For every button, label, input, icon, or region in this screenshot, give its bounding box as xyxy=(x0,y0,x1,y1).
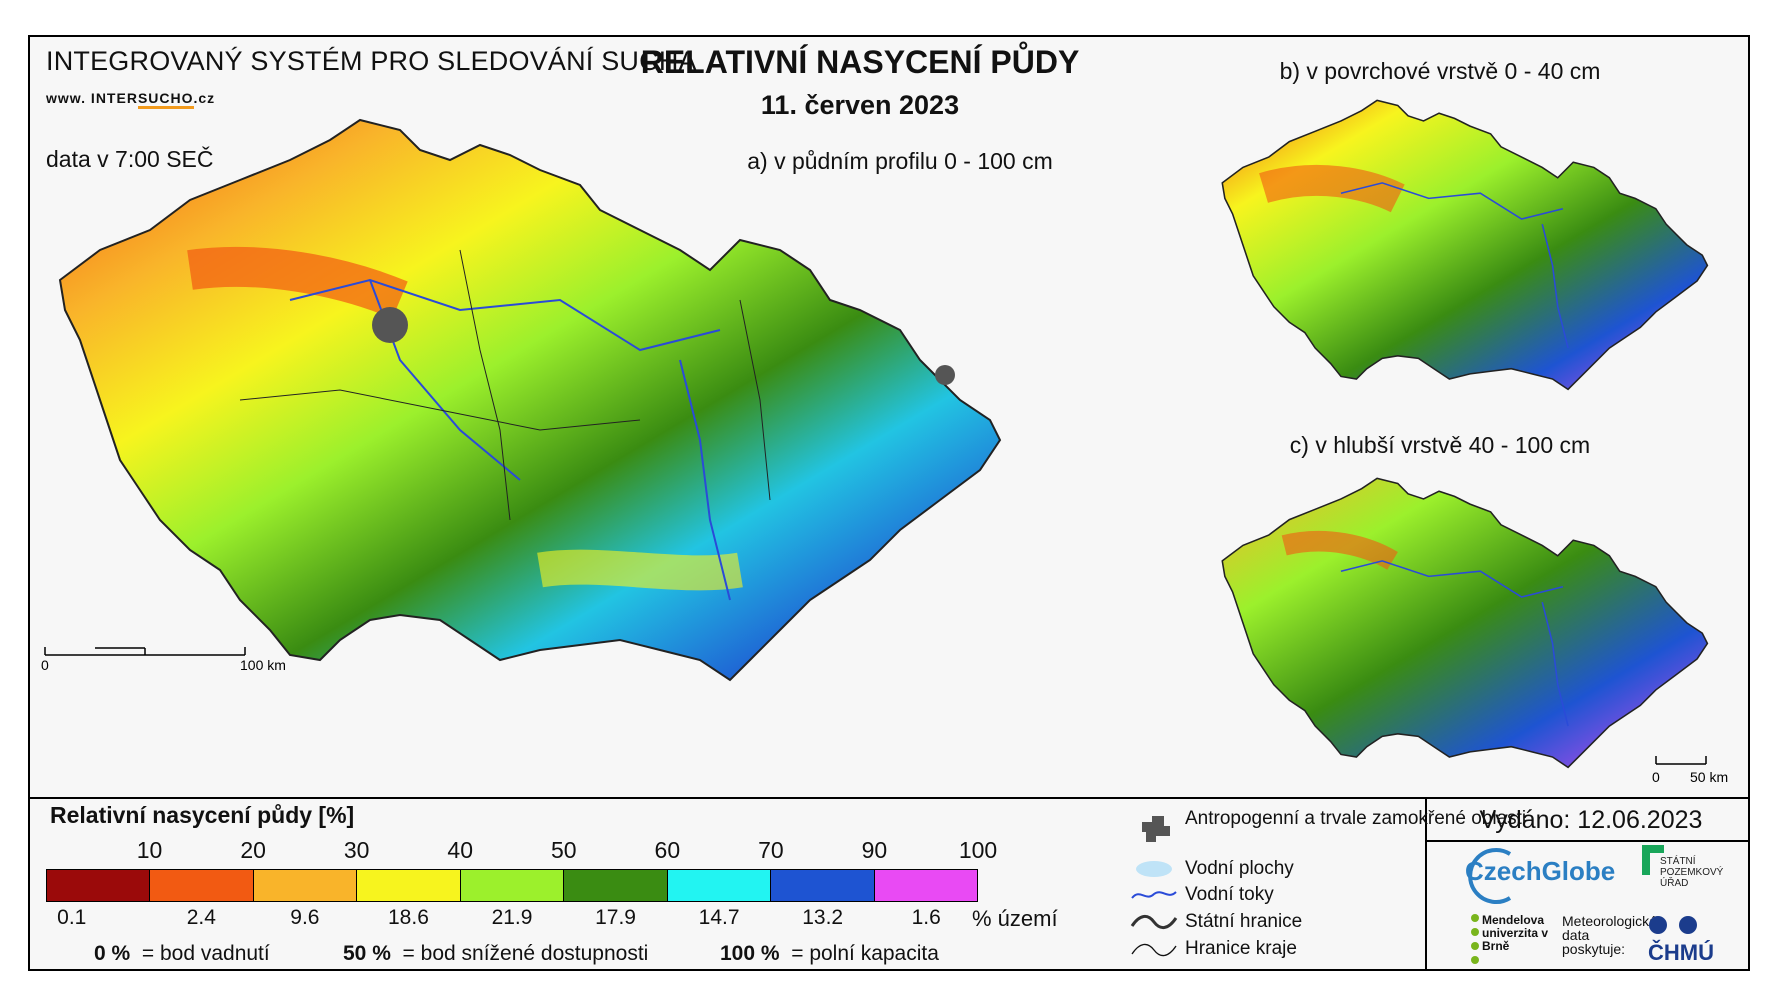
chmu-logo-icon xyxy=(1649,916,1697,934)
note-0: 0 % = bod vadnutí xyxy=(94,942,270,965)
legend-color-7 xyxy=(771,870,875,901)
map-c-label: c) v hlubší vrstvě 40 - 100 cm xyxy=(1289,432,1591,458)
legend-area-pct: 2.4 xyxy=(186,906,216,929)
legend-tick: 10 xyxy=(136,837,163,863)
legend-colorbar xyxy=(46,869,978,902)
legend-color-2 xyxy=(253,870,358,901)
legend-separator xyxy=(28,797,1750,799)
legend-area-pct: 17.9 xyxy=(595,906,636,929)
legend-area-pct: 14.7 xyxy=(698,906,740,929)
scale-main-start: 0 xyxy=(41,657,49,673)
mendel-logo: Mendelova univerzita v Brně xyxy=(1482,913,1549,953)
surface-layer-map xyxy=(1221,99,1709,391)
legend-tick: 30 xyxy=(343,837,370,863)
main-soil-map: 0 100 km xyxy=(41,119,1001,681)
legend-area-pct: 13.2 xyxy=(802,906,844,929)
symbol-rivers: Vodní toky xyxy=(1185,884,1274,905)
symbol-water-bodies: Vodní plochy xyxy=(1185,858,1294,879)
czechglobe-logo: CzechGlobe xyxy=(1465,856,1616,886)
anthropogenic-icon xyxy=(1142,816,1170,842)
legend-tick: 40 xyxy=(447,837,474,863)
symbol-anthropogenic: Antropogenní a trvale zamokřené oblasti xyxy=(1185,808,1527,829)
legend-area-pct: 9.6 xyxy=(290,906,320,929)
spu-logo-icon xyxy=(1642,845,1664,875)
region-border-icon xyxy=(1131,943,1177,957)
mendel-logo-icon xyxy=(1471,914,1479,964)
area-unit: % území xyxy=(972,906,1058,931)
legend-tick: 20 xyxy=(240,837,266,863)
legend-color-5 xyxy=(564,870,668,901)
spu-logo: STÁTNÍ POZEMKOVÝ ÚŘAD xyxy=(1660,856,1724,889)
legend-area-pct: 1.6 xyxy=(911,906,941,929)
legend-title: Relativní nasycení půdy [%] xyxy=(50,802,355,828)
legend-color-8 xyxy=(874,870,977,901)
legend-tick: 50 xyxy=(550,837,577,863)
deep-layer-map xyxy=(1221,477,1709,769)
legend-tick: 60 xyxy=(654,837,681,863)
issued-date: Vydáno: 12.06.2023 xyxy=(1479,806,1703,834)
system-name: INTEGROVANÝ SYSTÉM PRO SLEDOVÁNÍ SUCHA xyxy=(46,46,697,76)
footer-divider xyxy=(1425,797,1427,971)
legend-tick: 90 xyxy=(861,837,888,863)
symbol-state-border: Státní hranice xyxy=(1185,911,1303,932)
issued-divider xyxy=(1425,840,1750,842)
legend-area-pct: 18.6 xyxy=(388,906,429,929)
legend-color-4 xyxy=(460,870,565,901)
legend-color-0 xyxy=(47,870,151,901)
symbol-region-border: Hranice kraje xyxy=(1185,938,1297,959)
map-b-label: b) v povrchové vrstvě 0 - 40 cm xyxy=(1279,58,1601,84)
legend-area-pct: 0.1 xyxy=(57,906,87,929)
svg-text:50 km: 50 km xyxy=(1690,769,1728,785)
legend-color-1 xyxy=(150,870,254,901)
legend-tick: 100 xyxy=(958,837,998,863)
map-a-label: a) v půdním profilu 0 - 100 cm xyxy=(747,148,1053,174)
state-border-icon xyxy=(1130,915,1178,929)
legend-tick: 70 xyxy=(758,837,784,863)
czechglobe-logo-icon xyxy=(1468,848,1512,904)
legend-color-3 xyxy=(357,870,461,901)
legend-area-pct: 21.9 xyxy=(491,906,533,929)
chmu-logo: ČHMÚ xyxy=(1648,940,1714,965)
note-50: 50 % = bod snížené dostupnosti xyxy=(343,942,649,965)
legend-color-6 xyxy=(667,870,772,901)
note-100: 100 % = polní kapacita xyxy=(720,942,939,965)
river-icon xyxy=(1131,891,1177,899)
svg-text:0: 0 xyxy=(1652,769,1660,785)
page-title: RELATIVNÍ NASYCENÍ PŮDY xyxy=(640,44,1080,80)
water-body-icon xyxy=(1136,861,1172,877)
map-date: 11. červen 2023 xyxy=(760,90,960,120)
met-data-text: Meteorologická data poskytuje: xyxy=(1562,913,1657,957)
website-url[interactable]: www. INTERSUCHO.cz xyxy=(46,90,215,109)
small-scale-bar: 0 50 km xyxy=(1652,756,1728,785)
data-time: data v 7:00 SEČ xyxy=(46,146,214,172)
scale-main-end: 100 km xyxy=(240,657,286,673)
